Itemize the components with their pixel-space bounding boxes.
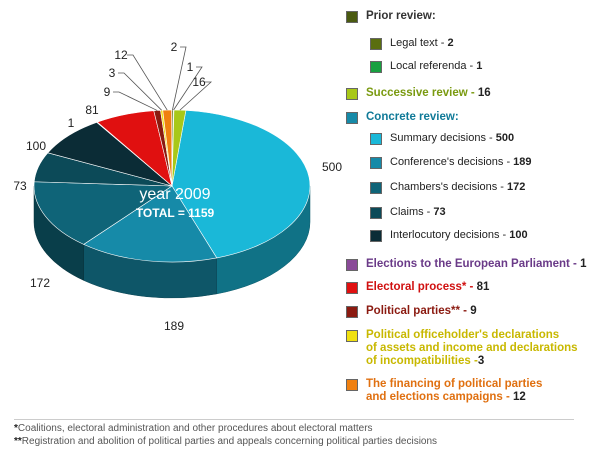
legend-swatch-local-referenda: [370, 61, 382, 73]
footnote-2-mark: **: [14, 436, 22, 447]
legend-value-european-parliament: 1: [580, 258, 587, 270]
pie-slice-chambers-s-decisions: [33, 181, 173, 245]
legend-swatch-interlocutory-decisions: [370, 230, 382, 242]
legend-label-financing-line2: and elections campaigns -: [366, 391, 513, 403]
pie-value-label-local-referenda: 1: [187, 60, 194, 74]
legend-label-summary-decisions: Summary decisions -: [390, 132, 496, 144]
pie-value-label-political-officeholder-s-declarations: 3: [109, 66, 116, 80]
legend-label-chambers-decisions: Chambers's decisions -: [390, 181, 508, 193]
footnote-2-text: Registration and abolition of political …: [21, 436, 438, 447]
pie-value-label-successive-review: 16: [192, 75, 206, 89]
legend-swatch-electoral-process: [346, 282, 358, 294]
pie-value-label-chambers-s-decisions: 172: [30, 276, 50, 290]
legend-value-conference-decisions: 189: [513, 156, 532, 168]
pie-value-label-interlocutory-decisions: 100: [26, 139, 46, 153]
legend-financing: The financing of political parties and e…: [346, 378, 542, 404]
legend-label-officeholder-line2: of assets and income and declarations: [366, 342, 578, 354]
legend-title-concrete-review: Concrete review:: [366, 111, 459, 123]
legend-prior-review: Prior review:: [346, 10, 436, 23]
pie-leader-successive-review: [179, 81, 213, 111]
pie-value-label-political-parties: 9: [104, 85, 111, 99]
legend-claims: Claims - 73: [370, 206, 446, 219]
legend-swatch-officeholder-declarations: [346, 330, 358, 342]
legend-summary-decisions: Summary decisions - 500: [370, 132, 514, 145]
legend-interlocutory-decisions: Interlocutory decisions - 100: [370, 229, 528, 242]
legend-label-european-parliament: Elections to the European Parliament -: [366, 258, 581, 270]
legend-label-political-parties: Political parties** -: [366, 305, 471, 317]
legend-swatch-political-parties: [346, 306, 358, 318]
legend-electoral-process: Electoral process* - 81: [346, 281, 489, 294]
pie-value-label-legal-text: 2: [171, 40, 178, 54]
legend-title-prior-review: Prior review:: [366, 10, 436, 22]
pie-leader-political-parties: [113, 91, 158, 111]
pie-group: [33, 109, 311, 299]
legend-legal-text: Legal text - 2: [370, 37, 454, 50]
pie-leader-local-referenda: [173, 66, 203, 111]
legend-label-successive-review: Successive review -: [366, 87, 478, 99]
pie-leader-the-financing-of-political-parties: [127, 54, 168, 111]
legend-swatch-financing: [346, 379, 358, 391]
legend-value-chambers-decisions: 172: [507, 181, 526, 193]
legend-chambers-decisions: Chambers's decisions - 172: [370, 181, 525, 194]
legend-label-claims: Claims -: [390, 206, 434, 218]
pie-leader-legal-text: [172, 46, 187, 111]
legend-value-officeholder: 3: [477, 355, 485, 367]
legend-swatch-claims: [370, 207, 382, 219]
legend-label-legal-text: Legal text -: [390, 37, 448, 49]
legend-swatch-summary-decisions: [370, 133, 382, 145]
legend-label-officeholder-line3: of incompatibilities -: [366, 355, 478, 367]
legend-swatch-concrete-review: [346, 112, 358, 124]
legend-political-parties: Political parties** - 9: [346, 305, 477, 318]
legend-concrete-review: Concrete review:: [346, 111, 459, 124]
legend-label-local-referenda: Local referenda -: [390, 60, 477, 72]
legend-swatch-legal-text: [370, 38, 382, 50]
pie-value-label-electoral-process: 81: [85, 103, 99, 117]
footnotes: *Coalitions, electoral administration an…: [14, 419, 574, 448]
legend-label-conference-decisions: Conference's decisions -: [390, 156, 514, 168]
pie-center-total: TOTAL = 1159: [136, 206, 215, 220]
pie-leader-political-officeholder-s-declarations: [118, 72, 162, 111]
legend-label-interlocutory-decisions: Interlocutory decisions -: [390, 229, 510, 241]
legend-label-financing-line1: The financing of political parties: [366, 378, 543, 390]
legend-conference-decisions: Conference's decisions - 189: [370, 156, 532, 169]
pie-slice-summary-decisions: [171, 110, 311, 259]
legend-value-electoral-process: 81: [476, 281, 490, 293]
pie-value-label-the-financing-of-political-parties: 12: [114, 48, 128, 62]
legend-value-successive-review: 16: [477, 87, 491, 99]
footnote-2: **Registration and abolition of politica…: [14, 435, 574, 448]
pie-value-label-conference-s-decisions: 189: [164, 319, 184, 333]
pie-value-label-summary-decisions: 500: [322, 160, 342, 174]
legend-value-interlocutory-decisions: 100: [509, 229, 528, 241]
legend-european-parliament: Elections to the European Parliament - 1: [346, 258, 586, 271]
pie-slice-conference-s-decisions: [83, 185, 218, 263]
legend-officeholder-declarations: Political officeholder's declarations of…: [346, 329, 578, 368]
footnote-1-mark: *: [14, 423, 18, 434]
legend-label-officeholder-line1: Political officeholder's declarations: [366, 329, 560, 341]
legend-swatch-european-parliament: [346, 259, 358, 271]
legend-value-legal-text: 2: [447, 37, 454, 49]
legend-swatch-chambers-decisions: [370, 182, 382, 194]
legend-value-local-referenda: 1: [476, 60, 483, 72]
legend-successive-review: Successive review - 16: [346, 87, 491, 100]
pie-value-label-claims: 73: [13, 179, 27, 193]
footnote-1: *Coalitions, electoral administration an…: [14, 422, 574, 435]
legend-value-summary-decisions: 500: [495, 132, 515, 144]
legend-swatch-successive-review: [346, 88, 358, 100]
legend-value-claims: 73: [433, 206, 446, 218]
legend-swatch-conference-decisions: [370, 157, 382, 169]
legend-label-electoral-process: Electoral process* -: [366, 281, 477, 293]
pie-center-title: year 2009: [139, 186, 210, 203]
legend-value-political-parties: 9: [470, 305, 477, 317]
legend-value-financing: 12: [512, 391, 526, 403]
legend-local-referenda: Local referenda - 1: [370, 60, 482, 73]
footnote-1-text: Coalitions, electoral administration and…: [17, 423, 373, 434]
pie-value-label-elections-to-the-european-parliament: 1: [68, 116, 75, 130]
legend-swatch-prior-review: [346, 11, 358, 23]
